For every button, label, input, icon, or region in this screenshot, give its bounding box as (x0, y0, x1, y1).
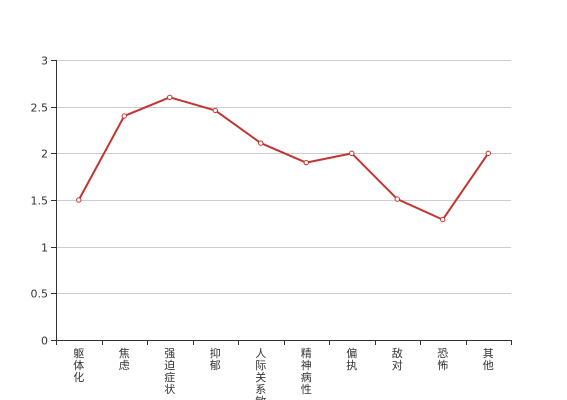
x-category-label: 人际关系敏感 (255, 347, 266, 400)
y-tick-label: 2 (41, 148, 48, 161)
data-point[interactable] (303, 159, 309, 166)
data-point[interactable] (349, 150, 355, 157)
y-axis-ticks: 0 0.5 1 1.5 2 2.5 3 (31, 55, 56, 348)
y-tick-label: 2.5 (31, 102, 49, 115)
grid-lines (56, 60, 511, 294)
data-points (76, 94, 491, 223)
data-point[interactable] (76, 197, 82, 203)
y-tick-label: 0.5 (31, 288, 49, 301)
x-category-label: 抑郁 (210, 346, 221, 372)
data-point[interactable] (440, 216, 446, 223)
y-tick-label: 1 (41, 242, 48, 255)
x-axis-ticks: 躯体化 焦虑 强迫症状 抑郁 人际关系敏感 精神病性 偏执 敌对 恐怖 其他 (56, 340, 512, 400)
x-category-label: 精神病性 (301, 347, 312, 396)
x-category-label: 敌对 (392, 346, 403, 372)
y-tick-label: 0 (41, 335, 48, 348)
data-point[interactable] (485, 150, 491, 157)
data-point[interactable] (121, 113, 127, 119)
series-group (77, 96, 490, 221)
x-category-label: 躯体化 (73, 347, 84, 384)
x-category-label: 恐怖 (437, 347, 448, 372)
data-point[interactable] (394, 196, 400, 202)
series-line (77, 96, 490, 221)
x-category-label: 偏执 (346, 346, 357, 372)
axes (56, 60, 511, 341)
x-category-label: 焦虑 (119, 347, 130, 372)
data-point[interactable] (167, 94, 173, 101)
data-point[interactable] (258, 140, 264, 146)
data-point[interactable] (212, 107, 218, 114)
x-category-label: 其他 (483, 347, 494, 372)
y-tick-label: 1.5 (31, 195, 49, 208)
x-category-label: 强迫症状 (164, 347, 175, 396)
y-tick-label: 3 (41, 55, 48, 68)
